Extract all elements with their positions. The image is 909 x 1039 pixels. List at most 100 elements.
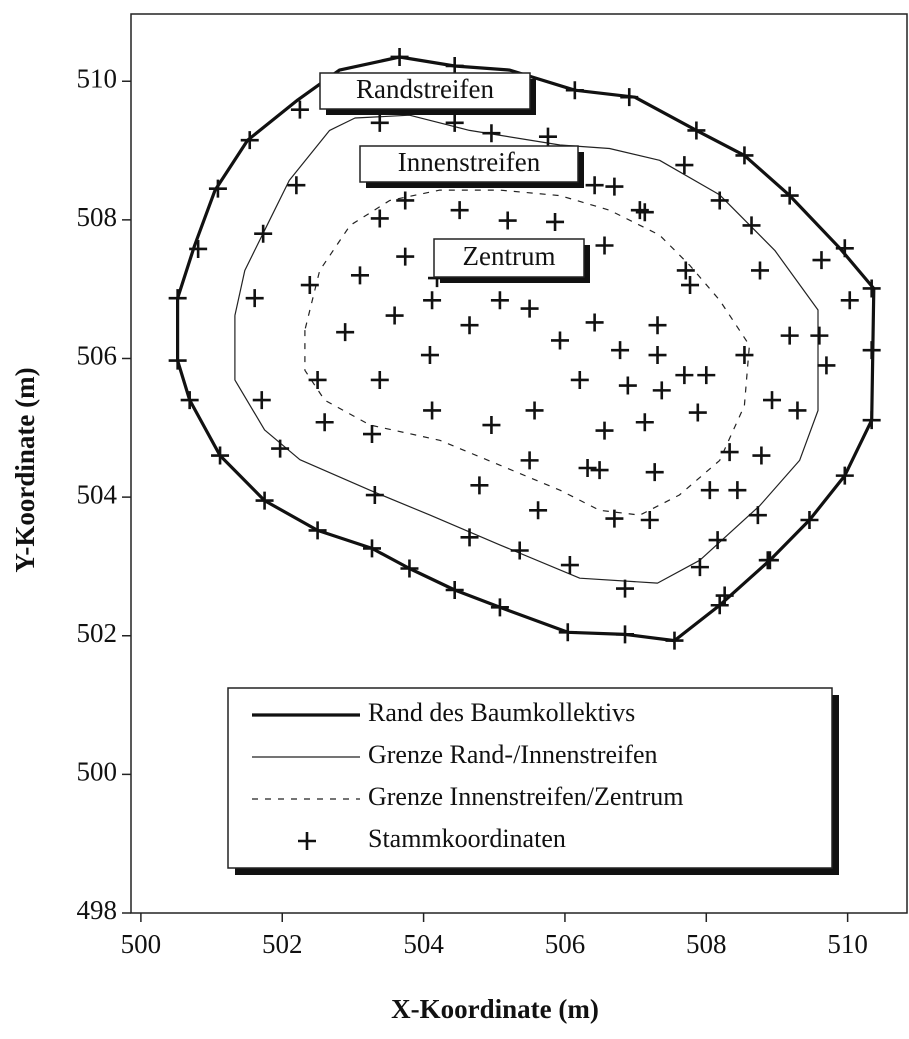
point [835,466,854,485]
point [710,191,729,210]
legend-label: Stammkoordinaten [368,824,566,853]
point [211,446,230,465]
point [482,124,501,143]
point [460,528,479,547]
y-tick-label: 508 [77,202,118,232]
point [780,326,799,345]
point [590,461,609,480]
point [645,463,664,482]
point [735,346,754,365]
point [308,370,327,389]
points [168,47,881,650]
point [578,459,597,478]
point [750,261,769,280]
point [255,491,274,510]
point [490,598,509,617]
point [675,156,694,175]
point [640,510,659,529]
point [252,391,271,410]
point [336,323,355,342]
point [450,201,469,220]
point [445,56,464,75]
point [254,224,273,243]
point [700,481,719,500]
point [546,212,565,231]
point [748,506,767,525]
legend-label: Grenze Innenstreifen/Zentrum [368,782,683,811]
legend-label: Rand des Baumkollektivs [368,698,635,727]
point [835,239,854,258]
legend-label: Grenze Rand-/Innenstreifen [368,740,657,769]
point [520,451,539,470]
point [370,209,389,228]
point [498,211,517,230]
point [752,446,771,465]
point [605,177,624,196]
point [758,551,777,570]
point [385,306,404,325]
point [423,401,442,420]
point [315,413,334,432]
point [460,316,479,335]
boundary-line [176,55,876,643]
point [560,556,579,575]
point [675,366,694,385]
point [529,501,548,520]
point [840,291,859,310]
point [585,313,604,332]
point [362,539,381,558]
point [728,481,747,500]
point [676,261,695,280]
point [168,289,187,308]
point [287,176,306,195]
point [648,346,667,365]
point [538,127,557,146]
x-tick-label: 508 [686,929,727,959]
x-tick-label: 510 [827,929,868,959]
x-tick-label: 500 [121,929,162,959]
y-axis-title: Y-Koordinate (m) [10,367,40,572]
point [652,381,671,400]
point [525,401,544,420]
point [350,266,369,285]
annotation-box [359,145,579,183]
y-tick-label: 510 [77,63,118,93]
y-tick-label: 504 [77,479,118,509]
point [520,299,539,318]
annotation-box [319,72,531,110]
legend-swatch [298,832,316,850]
point [362,425,381,444]
point [423,291,442,310]
point [445,580,464,599]
annotation: Randstreifen [356,74,494,104]
point [788,401,807,420]
point [570,370,589,389]
point [715,586,734,605]
point [630,201,649,220]
point [490,291,509,310]
point [605,509,624,528]
point [742,216,761,235]
point [687,121,706,140]
point [365,486,384,505]
point [300,276,319,295]
point [763,391,782,410]
point [616,579,635,598]
point [240,131,259,150]
point [396,191,415,210]
annotation: Innenstreifen [398,147,541,177]
annotation: Zentrum [463,241,556,271]
y-tick-label: 502 [77,618,118,648]
point [396,247,415,266]
point [690,558,709,577]
y-tick-label: 506 [77,341,118,371]
point [400,559,419,578]
point [565,81,584,100]
point [245,289,264,308]
point [180,391,199,410]
point [510,541,529,560]
point [620,88,639,107]
boundary-line [304,189,750,516]
point [862,279,881,298]
